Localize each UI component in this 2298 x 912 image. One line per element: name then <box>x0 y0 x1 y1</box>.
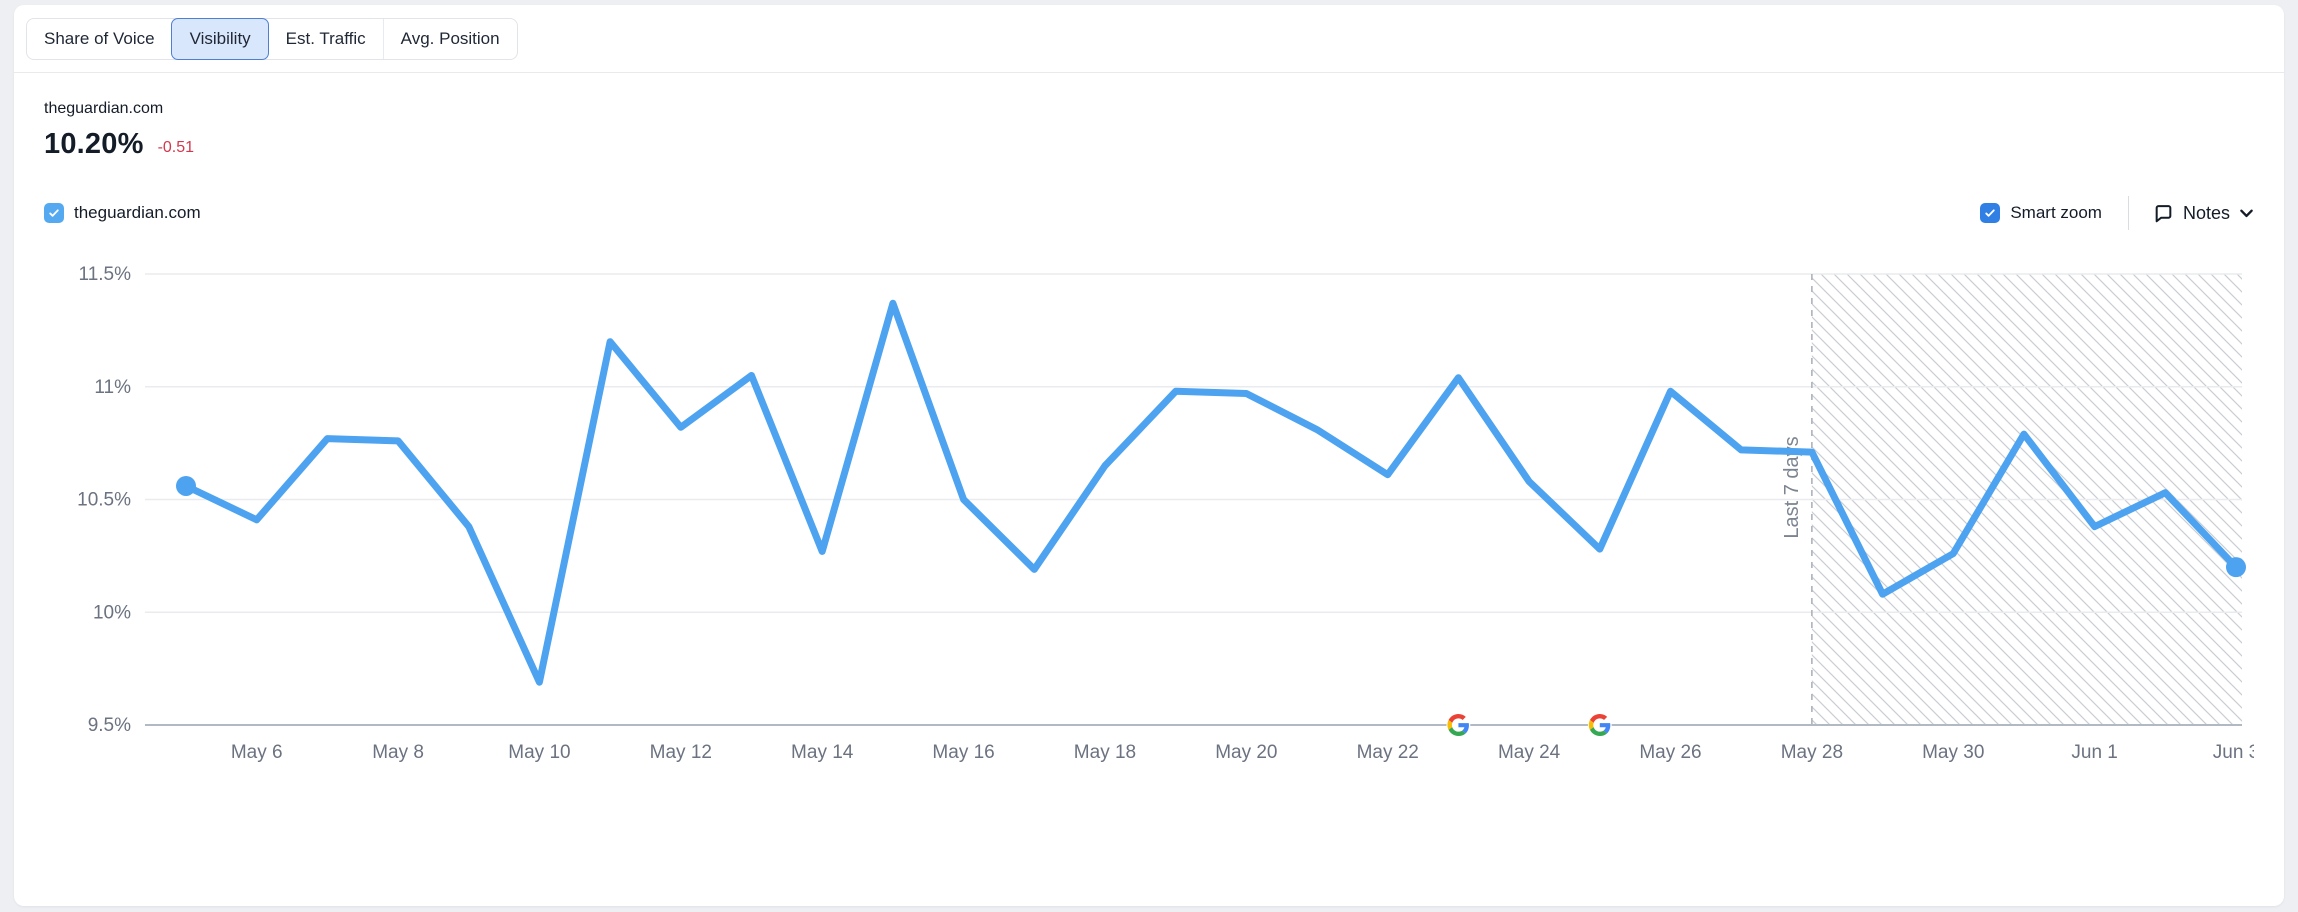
y-axis-label: 11% <box>94 377 131 398</box>
visibility-card: Share of Voice Visibility Est. Traffic Avg.… <box>14 5 2284 906</box>
x-axis-label: Jun 3 <box>2213 742 2254 763</box>
x-axis-label: May 12 <box>650 742 712 763</box>
y-axis-label: 9.5% <box>88 715 131 736</box>
x-axis-label: May 14 <box>791 742 854 763</box>
tab-avg-position[interactable]: Avg. Position <box>382 19 517 60</box>
visibility-value: 10.20% <box>44 128 144 161</box>
domain-title: theguardian.com <box>44 100 164 118</box>
forecast-region-label: Last 7 days <box>1781 437 1803 539</box>
x-axis-label: May 28 <box>1781 742 1843 763</box>
data-point-marker <box>176 476 196 497</box>
visibility-chart[interactable]: 11.5% 11% 10.5% 10% 9.5% Last 7 days May 6 May … <box>44 252 2259 787</box>
google-update-icon[interactable] <box>1446 713 1471 738</box>
speech-bubble-icon <box>2155 205 2172 223</box>
visibility-change: -0.51 <box>157 138 195 156</box>
legend-label: theguardian.com <box>74 203 201 223</box>
x-axis-label: May 30 <box>1922 742 1984 763</box>
y-axis-label: 10% <box>93 603 131 624</box>
checkmark-icon <box>1985 209 1996 218</box>
controls-divider <box>2127 196 2129 231</box>
google-update-icon[interactable] <box>1587 713 1612 738</box>
smart-zoom-label: Smart zoom <box>2010 203 2102 223</box>
x-axis-label: May 22 <box>1357 742 1419 763</box>
tab-est-traffic[interactable]: Est. Traffic <box>268 19 383 59</box>
tabbar-divider <box>14 72 2284 74</box>
x-axis-label: May 10 <box>508 742 570 763</box>
y-axis-label: 11.5% <box>79 264 132 285</box>
legend-checkbox[interactable] <box>44 203 64 224</box>
x-axis-label: May 16 <box>932 742 994 763</box>
y-axis-label: 10.5% <box>77 490 131 511</box>
metric-tabbar: Share of Voice Visibility Est. Traffic Avg.… <box>14 5 2284 72</box>
chevron-down-icon <box>2240 209 2253 218</box>
tab-share-of-voice[interactable]: Share of Voice <box>27 19 172 59</box>
tab-visibility[interactable]: Visibility <box>171 19 268 60</box>
metric-tabs: Share of Voice Visibility Est. Traffic Avg.… <box>26 18 518 61</box>
checkmark-icon <box>49 209 59 218</box>
x-axis-label: May 26 <box>1639 742 1701 763</box>
smart-zoom-checkbox[interactable] <box>1980 203 2001 224</box>
x-axis-label: May 8 <box>372 742 424 763</box>
x-axis-label: May 18 <box>1074 742 1136 763</box>
data-point-marker <box>2226 557 2246 578</box>
notes-label: Notes <box>2182 202 2230 223</box>
x-axis-label: May 6 <box>231 742 283 763</box>
x-axis-label: May 20 <box>1215 742 1277 763</box>
x-axis-label: May 24 <box>1498 742 1561 763</box>
x-axis-label: Jun 1 <box>2071 742 2117 763</box>
notes-button[interactable]: Notes <box>2153 203 2254 224</box>
visibility-line-series <box>182 300 2240 687</box>
